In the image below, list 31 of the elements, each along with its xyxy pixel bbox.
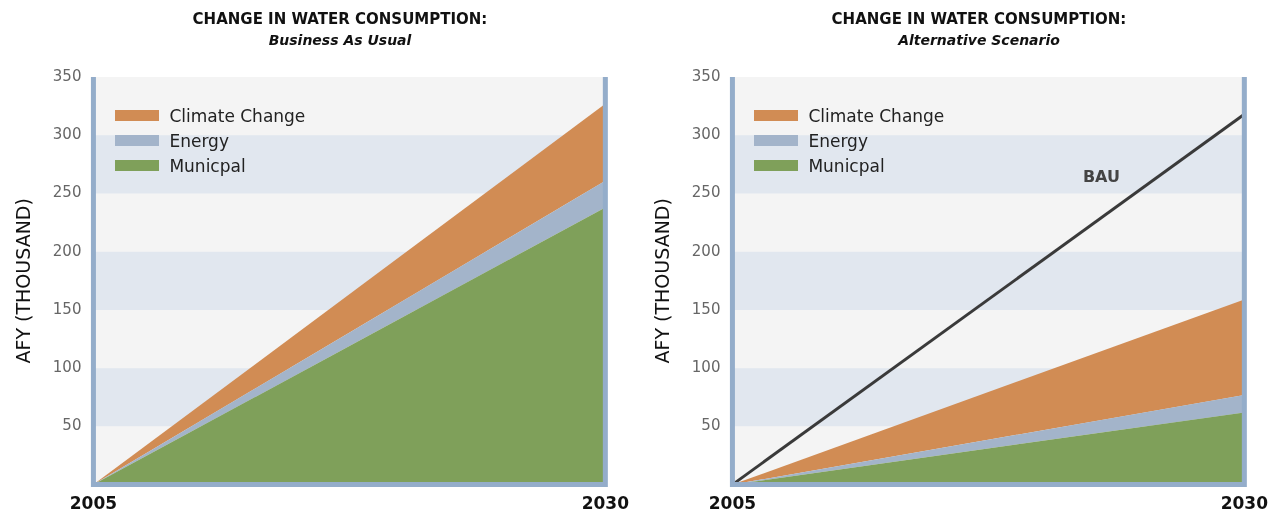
y-tick-label: 350: [52, 66, 82, 85]
series-label: BAU: [1082, 167, 1120, 187]
y-tick-label: 300: [52, 125, 82, 144]
y-tick-label: 350: [691, 66, 721, 85]
legend-label: Energy: [169, 130, 229, 151]
x-tick-label: 2030: [1220, 493, 1269, 514]
legend-label: Municpal: [808, 155, 885, 176]
y-tick-label: 200: [691, 241, 721, 260]
y-tick-label: 50: [701, 416, 721, 435]
y-tick-label: 200: [52, 241, 82, 260]
legend-label: Energy: [808, 130, 868, 151]
legend-label: Municpal: [169, 155, 246, 176]
y-tick-label: 150: [52, 299, 82, 318]
chart-subtitle: Business As Usual: [267, 32, 413, 48]
x-tick-label: 2005: [708, 493, 757, 514]
y-tick-label: 150: [691, 299, 721, 318]
chart-subtitle: Alternative Scenario: [896, 32, 1061, 48]
chart-title: CHANGE IN WATER CONSUMPTION:: [830, 10, 1128, 28]
y-tick-label: 250: [52, 183, 82, 202]
y-axis-title: AFY (THOUSAND): [12, 198, 35, 364]
y-tick-label: 100: [52, 358, 82, 377]
legend-label: Climate Change: [169, 105, 306, 126]
y-axis-title: AFY (THOUSAND): [651, 198, 674, 364]
x-tick-label: 2030: [581, 493, 630, 514]
chart-title: CHANGE IN WATER CONSUMPTION:: [191, 10, 489, 28]
legend-label: Climate Change: [808, 105, 945, 126]
y-tick-label: 300: [691, 125, 721, 144]
x-tick-label: 2005: [69, 493, 118, 514]
y-tick-label: 100: [691, 358, 721, 377]
y-tick-label: 250: [691, 183, 721, 202]
y-tick-label: 50: [62, 416, 82, 435]
